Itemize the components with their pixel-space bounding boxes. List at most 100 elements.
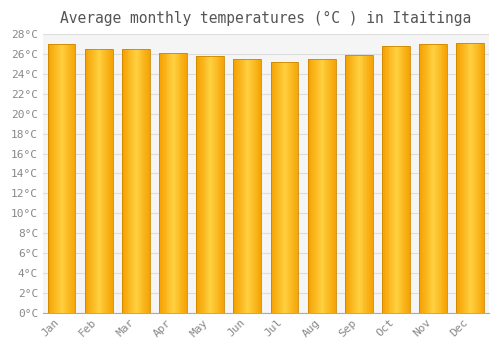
Bar bbox=[288, 62, 289, 313]
Bar bbox=[211, 56, 212, 313]
Bar bbox=[171, 53, 172, 313]
Bar bbox=[176, 53, 178, 313]
Bar bbox=[347, 55, 348, 313]
Bar bbox=[109, 49, 110, 313]
Bar bbox=[272, 62, 274, 313]
Bar bbox=[482, 43, 484, 313]
Bar bbox=[331, 59, 332, 313]
Bar bbox=[286, 62, 288, 313]
Bar bbox=[360, 55, 362, 313]
Bar bbox=[58, 44, 59, 313]
Bar bbox=[234, 59, 262, 313]
Bar bbox=[350, 55, 352, 313]
Bar bbox=[282, 62, 284, 313]
Bar bbox=[396, 46, 397, 313]
Bar bbox=[433, 44, 434, 313]
Bar bbox=[140, 49, 141, 313]
Bar bbox=[296, 62, 298, 313]
Bar bbox=[355, 55, 356, 313]
Bar bbox=[138, 49, 140, 313]
Bar bbox=[95, 49, 96, 313]
Bar bbox=[354, 55, 355, 313]
Bar bbox=[133, 49, 134, 313]
Bar bbox=[210, 56, 211, 313]
Bar bbox=[159, 53, 160, 313]
Bar bbox=[164, 53, 166, 313]
Bar bbox=[312, 59, 314, 313]
Bar bbox=[478, 43, 480, 313]
Bar bbox=[67, 44, 68, 313]
Bar bbox=[216, 56, 218, 313]
Bar bbox=[196, 56, 224, 313]
Bar bbox=[279, 62, 280, 313]
Bar bbox=[136, 49, 137, 313]
Bar bbox=[392, 46, 393, 313]
Bar bbox=[255, 59, 256, 313]
Bar bbox=[388, 46, 390, 313]
Bar bbox=[185, 53, 186, 313]
Bar bbox=[126, 49, 128, 313]
Bar bbox=[71, 44, 72, 313]
Bar bbox=[466, 43, 468, 313]
Bar bbox=[244, 59, 246, 313]
Bar bbox=[148, 49, 149, 313]
Bar bbox=[214, 56, 215, 313]
Bar bbox=[166, 53, 168, 313]
Bar bbox=[322, 59, 324, 313]
Bar bbox=[276, 62, 277, 313]
Bar bbox=[145, 49, 146, 313]
Bar bbox=[106, 49, 107, 313]
Bar bbox=[437, 44, 438, 313]
Bar bbox=[308, 59, 310, 313]
Bar bbox=[400, 46, 402, 313]
Bar bbox=[408, 46, 409, 313]
Bar bbox=[460, 43, 461, 313]
Bar bbox=[163, 53, 164, 313]
Bar bbox=[66, 44, 67, 313]
Bar bbox=[444, 44, 445, 313]
Bar bbox=[440, 44, 442, 313]
Bar bbox=[476, 43, 477, 313]
Bar bbox=[316, 59, 317, 313]
Bar bbox=[442, 44, 444, 313]
Bar bbox=[170, 53, 171, 313]
Bar bbox=[445, 44, 446, 313]
Bar bbox=[204, 56, 206, 313]
Bar bbox=[220, 56, 222, 313]
Bar bbox=[386, 46, 388, 313]
Bar bbox=[159, 53, 187, 313]
Bar bbox=[397, 46, 398, 313]
Bar bbox=[180, 53, 182, 313]
Bar bbox=[252, 59, 253, 313]
Bar bbox=[334, 59, 336, 313]
Bar bbox=[48, 44, 76, 313]
Bar bbox=[369, 55, 370, 313]
Bar bbox=[248, 59, 249, 313]
Bar bbox=[186, 53, 187, 313]
Bar bbox=[404, 46, 406, 313]
Bar bbox=[107, 49, 108, 313]
Bar bbox=[370, 55, 371, 313]
Bar bbox=[142, 49, 144, 313]
Bar bbox=[208, 56, 210, 313]
Bar bbox=[333, 59, 334, 313]
Bar bbox=[310, 59, 312, 313]
Bar bbox=[461, 43, 462, 313]
Bar bbox=[274, 62, 275, 313]
Bar bbox=[69, 44, 70, 313]
Bar bbox=[462, 43, 463, 313]
Bar bbox=[60, 44, 62, 313]
Bar bbox=[92, 49, 93, 313]
Bar bbox=[426, 44, 428, 313]
Bar bbox=[260, 59, 262, 313]
Bar bbox=[135, 49, 136, 313]
Bar bbox=[198, 56, 199, 313]
Bar bbox=[59, 44, 60, 313]
Bar bbox=[160, 53, 161, 313]
Bar bbox=[85, 49, 112, 313]
Bar bbox=[234, 59, 236, 313]
Bar bbox=[212, 56, 213, 313]
Bar bbox=[382, 46, 383, 313]
Bar bbox=[358, 55, 359, 313]
Bar bbox=[96, 49, 97, 313]
